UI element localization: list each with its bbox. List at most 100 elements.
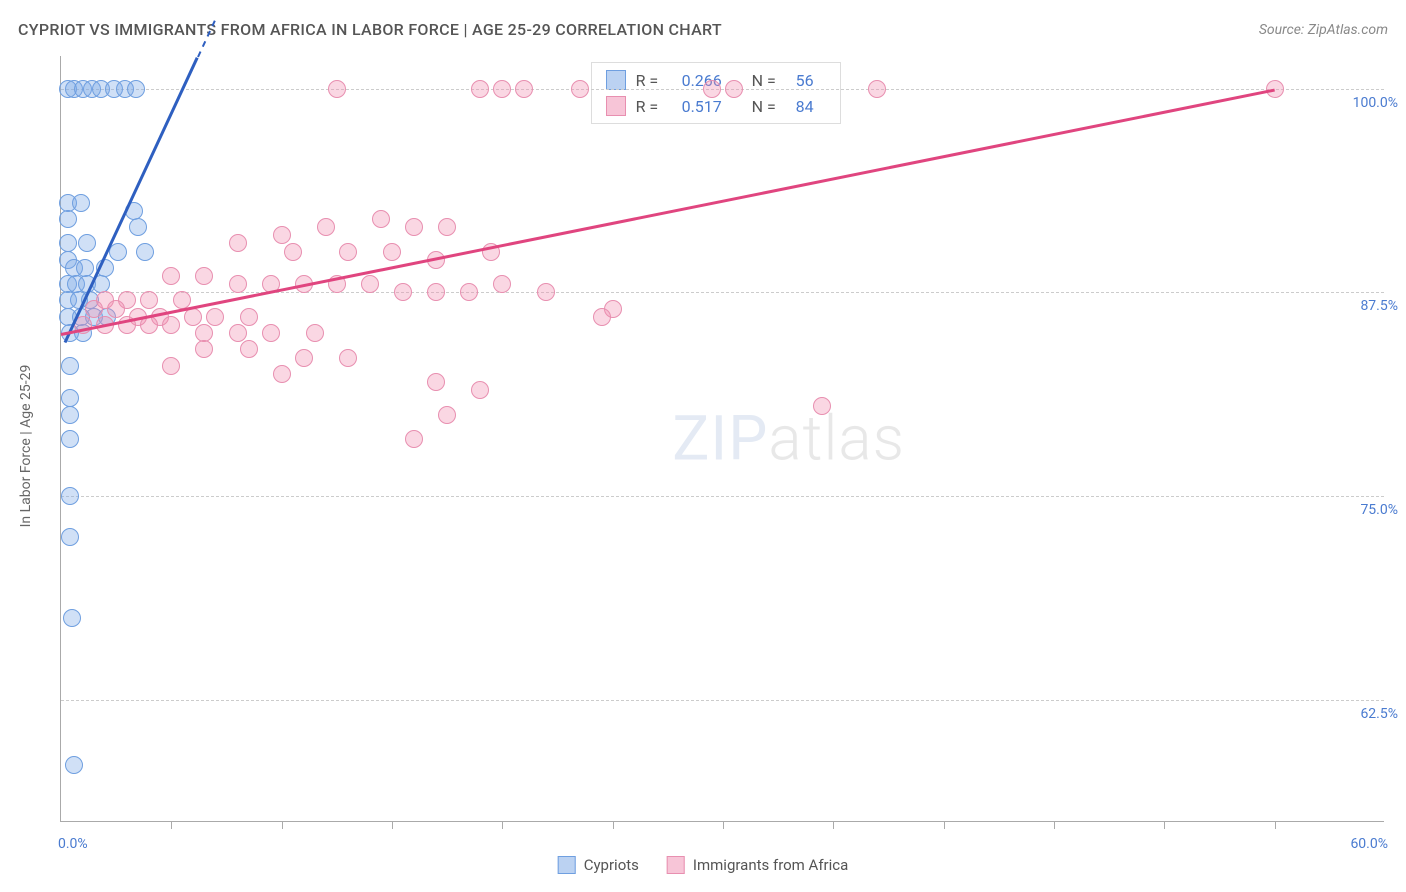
scatter-point <box>195 267 213 285</box>
scatter-point <box>339 243 357 261</box>
scatter-point <box>438 218 456 236</box>
scatter-point <box>65 756 83 774</box>
chart-title: CYPRIOT VS IMMIGRANTS FROM AFRICA IN LAB… <box>18 20 722 39</box>
scatter-point <box>262 324 280 342</box>
scatter-point <box>295 349 313 367</box>
scatter-point <box>162 267 180 285</box>
scatter-point <box>61 487 79 505</box>
scatter-point <box>195 324 213 342</box>
scatter-point <box>85 300 103 318</box>
gridline <box>61 700 1384 701</box>
scatter-point <box>571 80 589 98</box>
legend-item: Immigrants from Africa <box>667 856 848 874</box>
gridline <box>61 89 1384 90</box>
scatter-plot-area: ZIPatlas R =0.266N =56R =0.517N =84 <box>60 56 1384 822</box>
n-value: 84 <box>796 97 826 116</box>
scatter-point <box>427 373 445 391</box>
y-tick-label: 100.0% <box>1353 95 1398 111</box>
scatter-point <box>471 381 489 399</box>
x-tick <box>392 821 393 829</box>
scatter-point <box>162 316 180 334</box>
n-label: N = <box>752 71 786 90</box>
scatter-point <box>140 291 158 309</box>
gridline <box>61 496 1384 497</box>
n-label: N = <box>752 97 786 116</box>
scatter-point <box>493 80 511 98</box>
x-tick <box>1054 821 1055 829</box>
scatter-point <box>72 194 90 212</box>
scatter-point <box>240 308 258 326</box>
scatter-point <box>61 389 79 407</box>
scatter-point <box>868 80 886 98</box>
scatter-point <box>515 80 533 98</box>
scatter-point <box>273 365 291 383</box>
scatter-point <box>59 234 77 252</box>
y-tick-label: 62.5% <box>1360 706 1398 722</box>
scatter-point <box>61 406 79 424</box>
r-label: R = <box>636 97 672 116</box>
scatter-point <box>63 609 81 627</box>
scatter-point <box>813 397 831 415</box>
x-tick <box>502 821 503 829</box>
scatter-point <box>229 324 247 342</box>
source-credit: Source: ZipAtlas.com <box>1259 22 1388 38</box>
scatter-point <box>372 210 390 228</box>
scatter-point <box>195 340 213 358</box>
scatter-point <box>725 80 743 98</box>
x-tick <box>833 821 834 829</box>
stats-row: R = 0.517 N = 84 <box>592 93 840 119</box>
r-value: 0.517 <box>682 97 742 116</box>
scatter-point <box>306 324 324 342</box>
legend: Cypriots Immigrants from Africa <box>558 856 849 874</box>
scatter-point <box>78 234 96 252</box>
scatter-point <box>317 218 335 236</box>
x-tick <box>723 821 724 829</box>
scatter-point <box>328 80 346 98</box>
scatter-point <box>339 349 357 367</box>
scatter-point <box>61 430 79 448</box>
legend-swatch-icon <box>558 856 576 874</box>
scatter-point <box>703 80 721 98</box>
scatter-point <box>109 243 127 261</box>
x-axis-min-label: 0.0% <box>58 836 88 852</box>
x-axis-max-label: 60.0% <box>1350 836 1388 852</box>
legend-swatch-icon <box>606 70 626 90</box>
scatter-point <box>107 300 125 318</box>
n-value: 56 <box>796 71 826 90</box>
x-tick <box>1275 821 1276 829</box>
legend-label: Immigrants from Africa <box>693 856 848 874</box>
scatter-point <box>493 275 511 293</box>
scatter-point <box>59 210 77 228</box>
scatter-point <box>405 218 423 236</box>
scatter-point <box>593 308 611 326</box>
watermark: ZIPatlas <box>672 402 905 475</box>
scatter-point <box>471 80 489 98</box>
x-tick <box>282 821 283 829</box>
legend-label: Cypriots <box>584 856 639 874</box>
scatter-point <box>405 430 423 448</box>
legend-item: Cypriots <box>558 856 639 874</box>
scatter-point <box>61 357 79 375</box>
scatter-point <box>273 226 291 244</box>
x-tick <box>613 821 614 829</box>
scatter-point <box>127 80 145 98</box>
scatter-point <box>136 243 154 261</box>
scatter-point <box>229 234 247 252</box>
x-tick <box>171 821 172 829</box>
scatter-point <box>206 308 224 326</box>
scatter-point <box>162 357 180 375</box>
scatter-point <box>229 275 247 293</box>
scatter-point <box>394 283 412 301</box>
scatter-point <box>240 340 258 358</box>
scatter-point <box>460 283 478 301</box>
y-tick-label: 75.0% <box>1360 502 1398 518</box>
scatter-point <box>361 275 379 293</box>
scatter-point <box>284 243 302 261</box>
scatter-point <box>61 528 79 546</box>
x-tick <box>944 821 945 829</box>
y-tick-label: 87.5% <box>1360 298 1398 314</box>
trend-line <box>61 89 1275 336</box>
y-axis-label: In Labor Force | Age 25-29 <box>18 365 34 528</box>
r-label: R = <box>636 71 672 90</box>
scatter-point <box>383 243 401 261</box>
